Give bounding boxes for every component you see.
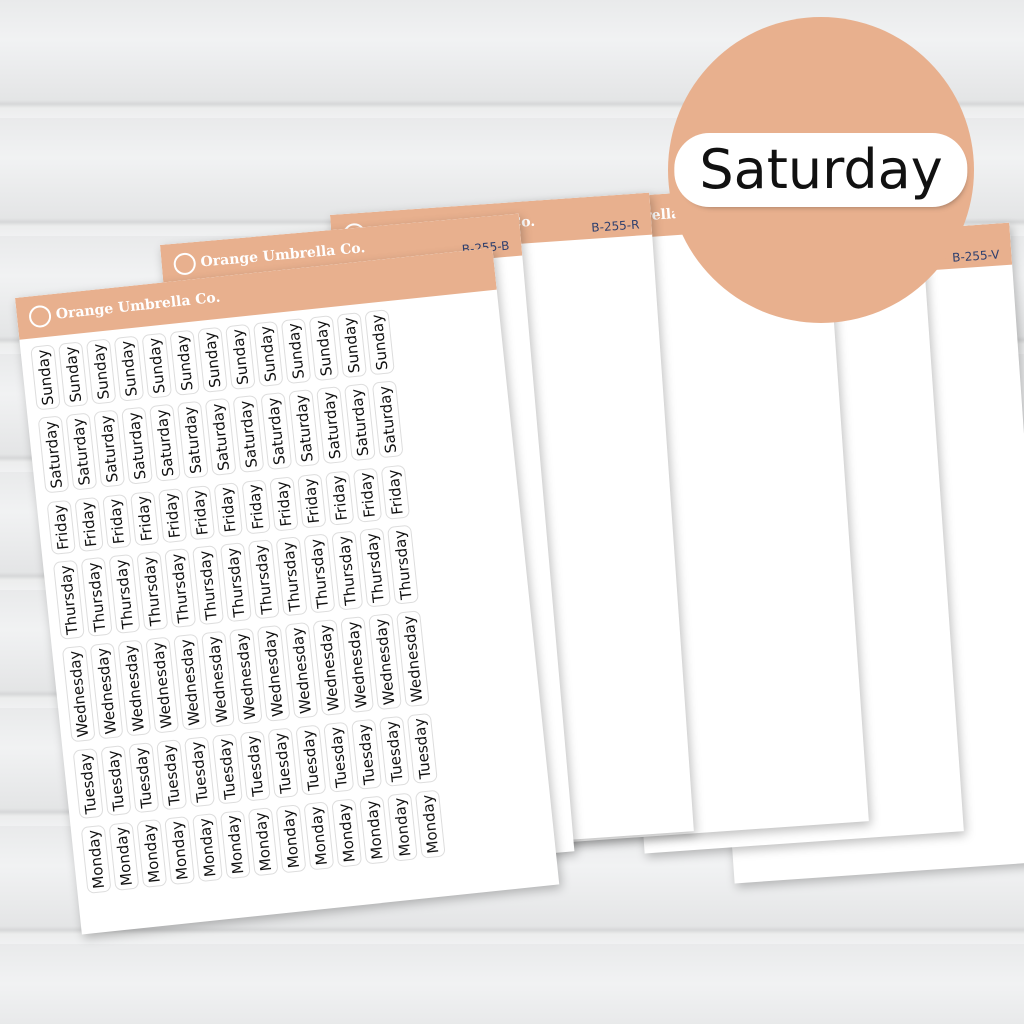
day-sticker: Tuesday xyxy=(128,741,160,814)
brand-name: Orange Umbrella Co. xyxy=(55,289,222,323)
day-sticker: Friday xyxy=(352,466,383,523)
day-sticker: Monday xyxy=(331,798,363,868)
day-sticker: Friday xyxy=(157,487,188,544)
day-sticker: Sunday xyxy=(225,323,256,390)
day-sticker: Thursday xyxy=(247,539,280,620)
day-sticker: Monday xyxy=(359,795,391,865)
day-sticker: Thursday xyxy=(219,542,252,623)
day-sticker: Sunday xyxy=(141,332,173,399)
day-sticker: Monday xyxy=(164,815,196,885)
day-sticker: Saturday xyxy=(344,383,376,462)
day-sticker: Monday xyxy=(136,818,168,888)
day-sticker: Thursday xyxy=(359,528,392,608)
day-sticker: Sunday xyxy=(58,341,89,408)
sticker-sheet: Orange Umbrella Co. Sunday Saturday Friday T… xyxy=(15,247,560,935)
day-sticker: Sunday xyxy=(280,317,312,385)
day-sticker: Thursday xyxy=(136,551,169,632)
day-sticker: Thursday xyxy=(80,557,113,638)
day-sticker: Thursday xyxy=(303,533,336,614)
day-sticker: Sunday xyxy=(30,344,61,411)
day-sticker: Sunday xyxy=(364,309,395,376)
day-sticker: Saturday xyxy=(316,386,348,465)
day-sticker: Saturday xyxy=(204,398,237,477)
day-sticker: Tuesday xyxy=(351,718,383,790)
day-sticker: Monday xyxy=(80,824,112,894)
umbrella-icon xyxy=(172,251,197,276)
product-badge: Saturday xyxy=(668,17,974,323)
day-sticker: Tuesday xyxy=(239,730,271,802)
day-sticker: Tuesday xyxy=(211,733,243,805)
day-sticker: Sunday xyxy=(336,311,368,379)
day-sticker: Friday xyxy=(102,493,132,549)
day-sticker: Friday xyxy=(213,481,243,538)
day-sticker: Saturday xyxy=(121,407,154,485)
day-sticker: Friday xyxy=(297,472,327,529)
day-sticker: Thursday xyxy=(275,536,308,617)
day-sticker: Monday xyxy=(192,812,223,883)
day-sticker: Thursday xyxy=(164,548,197,629)
day-sticker: Saturday xyxy=(232,395,265,474)
day-sticker: Tuesday xyxy=(100,744,132,816)
day-sticker: Thursday xyxy=(192,545,225,626)
day-sticker: Monday xyxy=(386,792,418,862)
day-sticker: Sunday xyxy=(169,329,200,396)
day-sticker: Saturday xyxy=(65,412,98,491)
day-sticker: Friday xyxy=(241,478,271,535)
day-sticker: Sunday xyxy=(85,338,117,405)
badge-label: Saturday xyxy=(679,138,963,202)
day-sticker: Thursday xyxy=(331,530,364,611)
day-sticker: Friday xyxy=(129,490,160,546)
sheet-code: B-255-V xyxy=(951,247,1000,265)
day-sticker: Friday xyxy=(74,496,104,552)
day-sticker: Saturday xyxy=(288,389,321,468)
day-sticker: Thursday xyxy=(52,560,85,641)
day-sticker: Friday xyxy=(324,469,355,526)
day-sticker: Sunday xyxy=(113,335,145,402)
day-sticker: Friday xyxy=(269,475,299,532)
day-sticker: Sunday xyxy=(197,326,228,393)
day-sticker: Friday xyxy=(46,499,76,555)
day-sticker: Wednesday xyxy=(395,610,430,708)
day-sticker: Tuesday xyxy=(406,712,438,784)
day-sticker: Monday xyxy=(414,789,446,859)
day-sticker: Tuesday xyxy=(378,715,410,787)
day-sticker: Monday xyxy=(247,806,279,877)
sheet-code: B-255-R xyxy=(590,217,640,235)
day-sticker: Monday xyxy=(108,821,140,891)
day-sticker: Monday xyxy=(219,809,251,880)
day-sticker: Saturday xyxy=(260,392,293,471)
day-sticker: Saturday xyxy=(149,404,181,482)
day-sticker: Saturday xyxy=(176,401,209,479)
day-sticker: Tuesday xyxy=(72,747,104,819)
day-sticker: Thursday xyxy=(387,525,420,605)
day-sticker: Tuesday xyxy=(323,721,355,793)
day-sticker: Tuesday xyxy=(295,724,327,796)
day-sticker: Tuesday xyxy=(156,738,188,811)
day-sticker: Tuesday xyxy=(183,736,216,808)
day-sticker: Tuesday xyxy=(267,727,299,799)
day-sticker: Monday xyxy=(275,803,307,874)
day-sticker: Friday xyxy=(185,484,216,541)
umbrella-icon xyxy=(27,304,53,329)
day-sticker: Sunday xyxy=(252,320,284,388)
day-sticker: Friday xyxy=(380,463,411,520)
day-sticker: Monday xyxy=(303,800,335,871)
day-sticker: Thursday xyxy=(108,554,141,635)
day-sticker: Saturday xyxy=(37,415,70,494)
day-sticker: Saturday xyxy=(371,380,404,459)
day-sticker: Sunday xyxy=(308,314,340,382)
day-sticker: Saturday xyxy=(93,410,126,488)
